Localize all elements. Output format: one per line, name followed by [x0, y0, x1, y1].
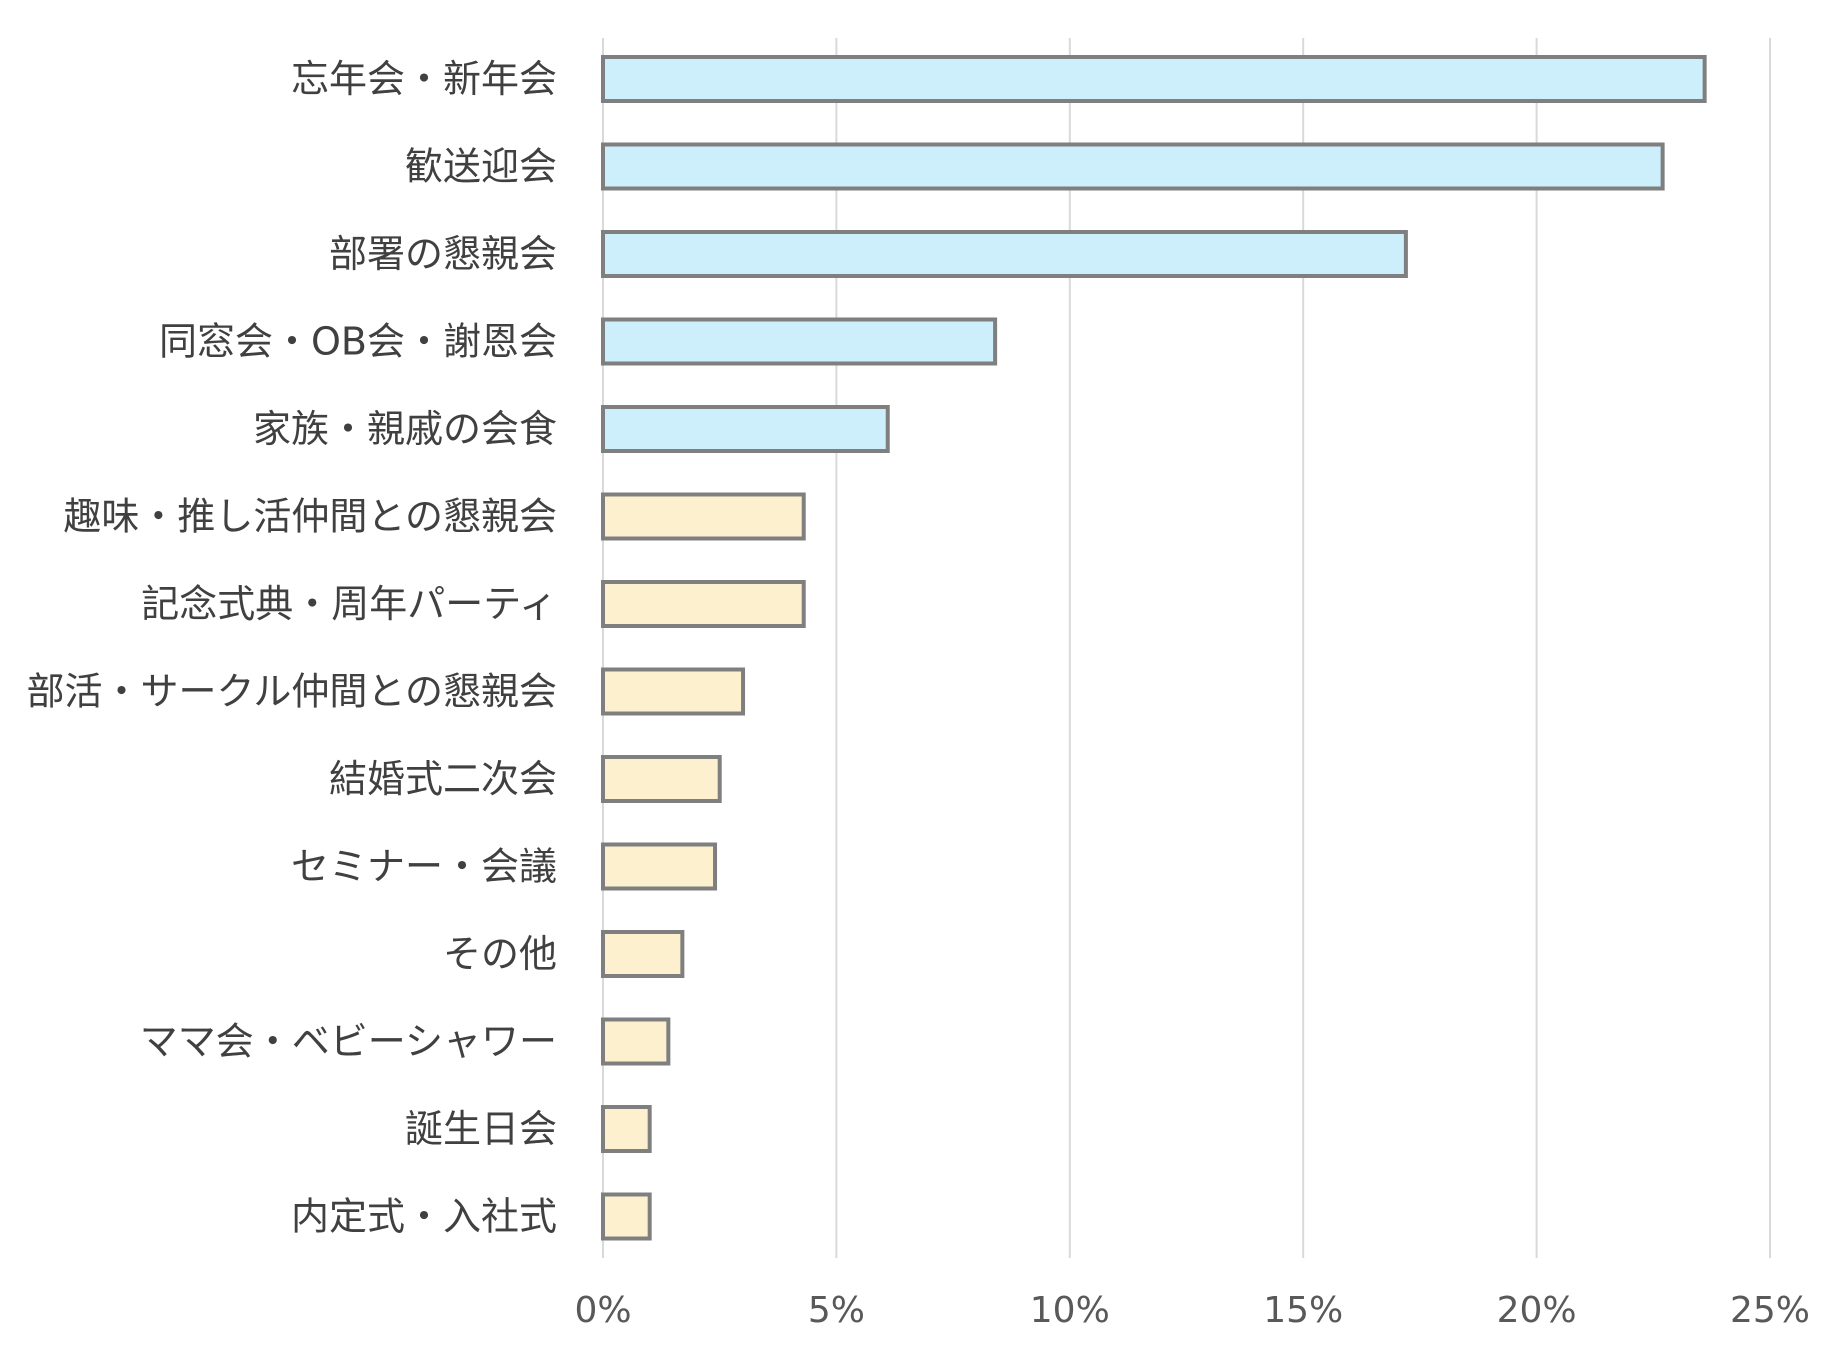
category-label: セミナー・会議 [291, 845, 557, 889]
bar-6 [601, 580, 806, 628]
x-tick-label: 25% [1730, 1290, 1810, 1331]
category-labels: 忘年会・新年会歓送迎会部署の懇親会同窓会・OB会・謝恩会家族・親戚の会食趣味・推… [27, 57, 557, 1239]
category-label: ママ会・ベビーシャワー [140, 1020, 557, 1064]
x-tick-label: 10% [1030, 1290, 1110, 1331]
category-label: 同窓会・OB会・謝恩会 [159, 320, 557, 364]
bar-11 [601, 1017, 671, 1066]
gridlines [602, 38, 1771, 1258]
bar-4 [601, 405, 890, 453]
bar-3 [601, 317, 998, 366]
category-label: 部署の懇親会 [329, 232, 557, 276]
category-label: 歓送迎会 [405, 145, 557, 189]
bar-5 [601, 492, 806, 541]
bar-7 [601, 667, 746, 716]
bar-9 [601, 842, 718, 891]
x-axis-tick-labels: 0% 5% 10% 15% 20% 25% [574, 1290, 1810, 1331]
bars [601, 55, 1707, 1241]
category-label: 内定式・入社式 [291, 1195, 557, 1239]
x-tick-label: 5% [808, 1290, 865, 1331]
category-label: 誕生日会 [405, 1107, 557, 1151]
bar-10 [601, 930, 685, 978]
bar-1 [601, 142, 1665, 191]
x-tick-label: 0% [574, 1290, 631, 1331]
category-label: 忘年会・新年会 [291, 57, 557, 101]
bar-0 [601, 55, 1707, 103]
x-tick-label: 15% [1263, 1290, 1343, 1331]
bar-13 [601, 1192, 652, 1241]
bar-8 [601, 755, 722, 803]
category-label: 趣味・推し活仲間との懇親会 [63, 495, 557, 539]
x-tick-label: 20% [1497, 1290, 1577, 1331]
category-label: その他 [443, 932, 557, 976]
category-label: 部活・サークル仲間との懇親会 [27, 670, 557, 714]
bar-2 [601, 230, 1408, 278]
category-label: 家族・親戚の会食 [253, 407, 557, 451]
bar-12 [601, 1105, 652, 1153]
category-label: 記念式典・周年パーティ [141, 582, 557, 626]
category-label: 結婚式二次会 [329, 757, 557, 801]
